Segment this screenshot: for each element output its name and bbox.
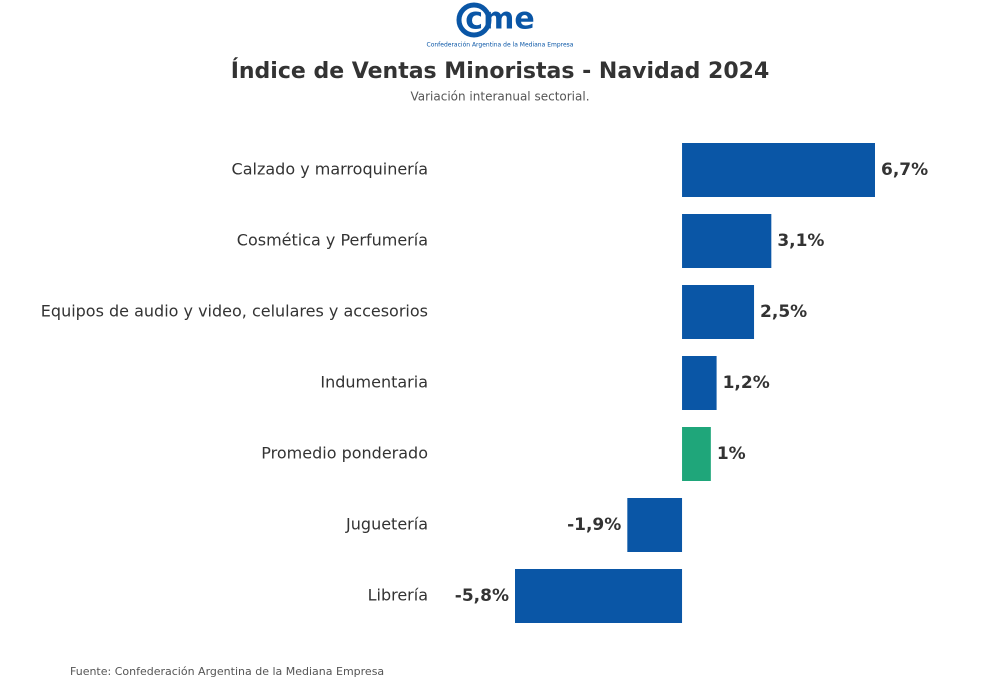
- category-label: Calzado y marroquinería: [232, 160, 428, 179]
- chart-subtitle: Variación interanual sectorial.: [410, 90, 589, 104]
- value-label: -5,8%: [455, 586, 509, 606]
- category-label: Juguetería: [345, 515, 428, 534]
- bar: [682, 356, 717, 410]
- logo-ring: [456, 2, 492, 38]
- bar: [682, 214, 772, 268]
- logo-text: cme: [465, 2, 534, 37]
- value-label: 6,7%: [881, 160, 928, 180]
- bar: [515, 569, 683, 623]
- category-label: Equipos de audio y video, celulares y ac…: [41, 302, 428, 321]
- bar: [682, 427, 711, 481]
- bar: [682, 285, 755, 339]
- bar: [627, 498, 683, 552]
- value-label: 3,1%: [777, 231, 824, 251]
- value-label: 1%: [717, 444, 746, 464]
- source-note: Fuente: Confederación Argentina de la Me…: [70, 665, 384, 678]
- category-label: Promedio ponderado: [261, 444, 428, 463]
- bar: [682, 143, 875, 197]
- chart-title: Índice de Ventas Minoristas - Navidad 20…: [231, 58, 770, 84]
- value-label: -1,9%: [567, 515, 621, 535]
- value-label: 1,2%: [723, 373, 770, 393]
- logo-subtitle: Confederación Argentina de la Mediana Em…: [427, 42, 574, 49]
- value-label: 2,5%: [760, 302, 807, 322]
- category-label: Librería: [368, 586, 428, 605]
- category-label: Indumentaria: [320, 373, 428, 392]
- category-label: Cosmética y Perfumería: [237, 231, 428, 250]
